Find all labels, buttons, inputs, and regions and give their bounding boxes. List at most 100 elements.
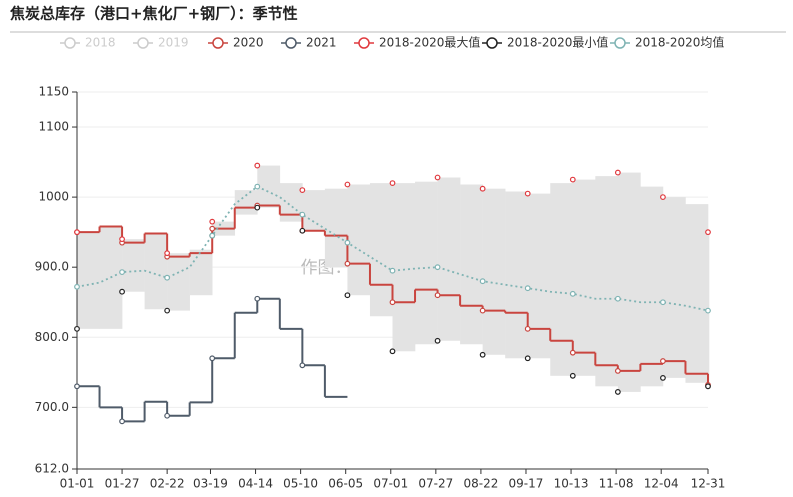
y-tick-label: 800.0 [35,330,69,344]
point-marker [660,375,666,381]
legend-item[interactable]: 2018 [60,36,116,50]
range-band [302,190,326,231]
point-marker [434,337,441,344]
point-marker [479,185,486,192]
point-marker [209,225,216,232]
y-tick-label: 1150 [38,85,69,99]
point-marker [119,418,125,425]
legend-symbol [212,37,224,49]
point-marker [254,295,261,302]
range-band [437,177,461,341]
point-marker [74,325,80,332]
range-band [572,179,596,376]
point-marker [524,285,531,292]
legend-symbol [486,37,498,49]
legend-item[interactable]: 2021 [281,36,337,50]
range-band [324,188,348,268]
point-marker [705,307,711,314]
point-marker [74,383,80,390]
point-marker [164,274,171,281]
x-tick-label: 03-19 [193,477,228,491]
point-marker [524,355,531,362]
point-marker [344,181,351,188]
range-band [527,193,551,359]
legend-item[interactable]: 2020 [208,36,264,50]
range-band [460,184,483,345]
point-marker [614,367,621,374]
point-marker [569,176,576,183]
legend-symbol [285,37,297,49]
point-marker [164,307,171,314]
point-marker [705,229,711,236]
legend-item[interactable]: 2018-2020均值 [610,35,724,50]
range-band [77,232,100,329]
range-band [122,239,145,292]
range-band [189,249,213,296]
legend-label: 2018-2020最大值 [379,35,480,50]
point-marker [660,299,666,306]
range-band [369,183,393,317]
point-marker [209,218,216,225]
point-marker [254,204,261,211]
point-marker [119,288,125,295]
x-tick-label: 01-27 [105,477,140,491]
x-tick-label: 02-22 [150,477,185,491]
legend-label: 2018 [85,36,116,50]
range-band [685,204,709,383]
point-marker [254,162,261,169]
point-marker [524,325,531,332]
point-marker [344,260,351,267]
point-marker [614,169,621,176]
point-marker [299,227,306,234]
legend-label: 2019 [158,36,189,50]
legend-label: 2021 [306,36,337,50]
point-marker [705,383,711,390]
mean-line [76,185,709,312]
x-tick-label: 05-10 [283,477,318,491]
point-marker [299,362,306,369]
legend-item[interactable]: 2018-2020最小值 [482,35,608,50]
x-tick-label: 04-14 [238,477,273,491]
x-tick-label: 07-01 [373,477,408,491]
chart-title: 焦炭总库存（港口+焦化厂+钢厂）：季节性 [9,5,298,23]
point-marker [74,229,80,236]
point-marker [389,267,396,274]
range-band [415,181,438,345]
y-tick-label: 700.0 [35,400,69,414]
range-band [595,176,619,387]
point-marker [389,348,396,355]
point-marker [614,295,621,302]
range-band [662,197,686,378]
range-band [167,253,190,311]
y-tick-label: 1100 [38,120,69,134]
range-band [257,165,281,208]
legend-label: 2020 [233,36,264,50]
x-tick-label: 01-01 [60,477,95,491]
legend-symbol [64,37,76,49]
legend-item[interactable]: 2018-2020最大值 [354,35,480,50]
point-marker [660,194,666,201]
x-tick-label: 09-17 [509,477,544,491]
point-marker [434,174,441,181]
y-tick-label: 1000 [38,190,69,204]
point-marker [660,358,666,364]
x-tick-label: 12-31 [691,477,726,491]
x-tick-label: 06-05 [328,477,363,491]
point-marker [479,278,486,285]
point-marker [479,351,486,358]
legend-item[interactable]: 2019 [133,36,189,50]
range-band [392,183,416,352]
point-marker [74,283,80,290]
point-marker [344,292,351,299]
legend-symbol [137,37,149,49]
point-marker [299,187,306,194]
legend-symbol [614,37,626,49]
range-band [347,184,371,296]
legend: 2018 2019 2020 2021 2018-2020最大值 2018-2020最小值… [60,35,724,50]
point-marker [524,190,531,197]
point-marker [299,211,306,218]
range-band [144,233,168,310]
point-marker [389,299,396,306]
point-marker [164,250,171,257]
y-tick-label: 900.0 [35,260,69,274]
